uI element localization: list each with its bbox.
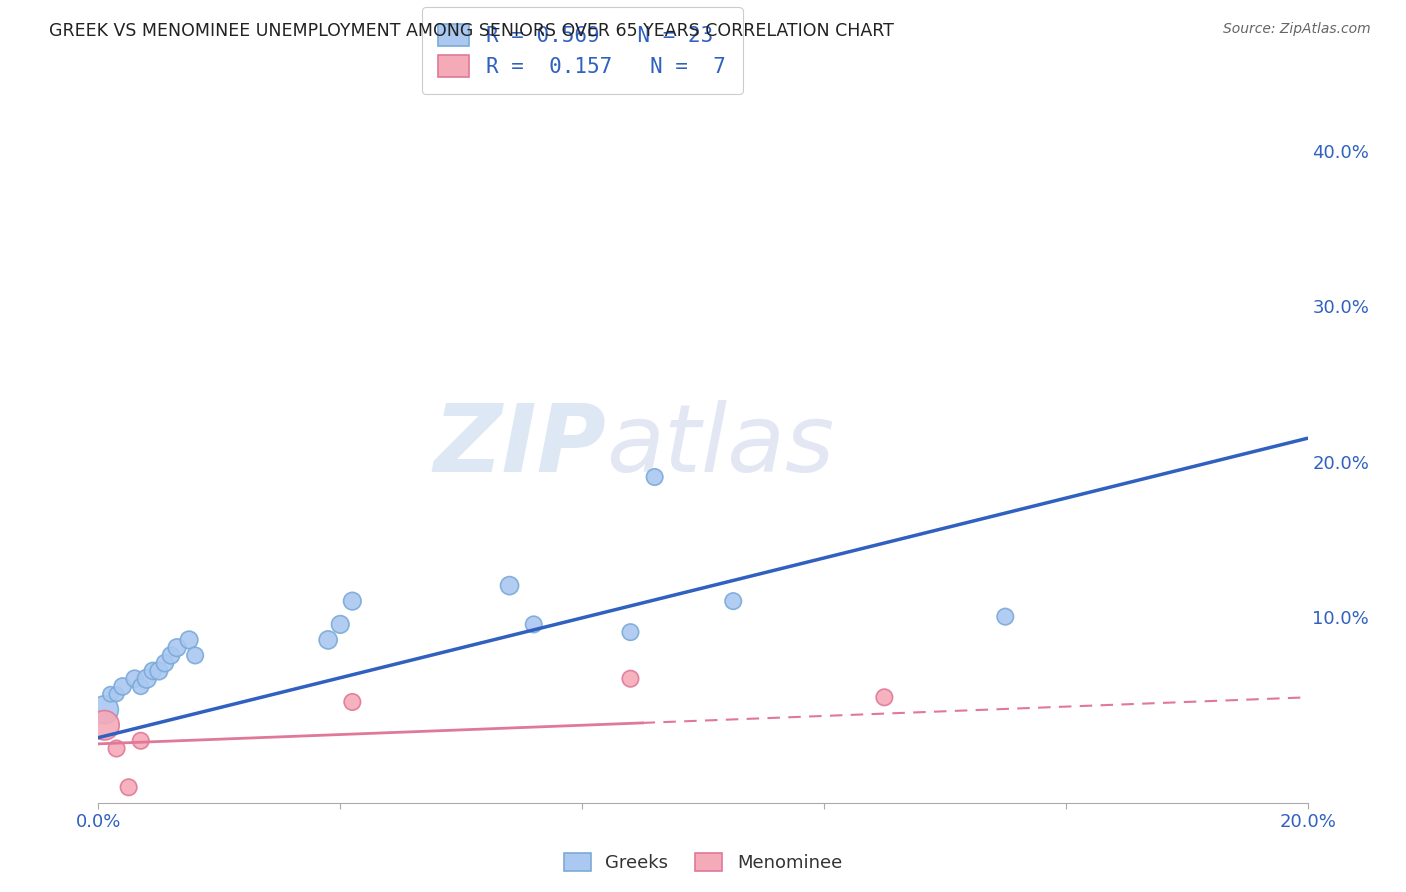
Point [316, 632, 339, 647]
Point [129, 680, 152, 694]
Point [619, 672, 641, 686]
Point [148, 664, 170, 678]
Text: ZIP: ZIP [433, 400, 606, 492]
Point [184, 648, 207, 663]
Point [342, 594, 364, 608]
Point [179, 632, 201, 647]
Point [166, 640, 188, 655]
Point [105, 741, 128, 756]
Point [342, 695, 364, 709]
Point [124, 672, 146, 686]
Point [111, 680, 134, 694]
Point [129, 733, 152, 747]
Point [100, 687, 122, 701]
Point [93, 703, 115, 717]
Point [135, 672, 157, 686]
Point [498, 579, 520, 593]
Text: Source: ZipAtlas.com: Source: ZipAtlas.com [1223, 22, 1371, 37]
Point [329, 617, 352, 632]
Legend: Greeks, Menominee: Greeks, Menominee [557, 846, 849, 880]
Point [994, 609, 1017, 624]
Point [105, 687, 128, 701]
Y-axis label: Unemployment Among Seniors over 65 years: Unemployment Among Seniors over 65 years [0, 272, 7, 620]
Text: GREEK VS MENOMINEE UNEMPLOYMENT AMONG SENIORS OVER 65 YEARS CORRELATION CHART: GREEK VS MENOMINEE UNEMPLOYMENT AMONG SE… [49, 22, 894, 40]
Point [523, 617, 546, 632]
Point [723, 594, 745, 608]
Point [142, 664, 165, 678]
Point [644, 470, 666, 484]
Text: atlas: atlas [606, 401, 835, 491]
Point [873, 690, 896, 705]
Point [118, 780, 141, 795]
Point [93, 718, 115, 732]
Point [619, 625, 641, 640]
Point [153, 656, 176, 670]
Point [160, 648, 183, 663]
